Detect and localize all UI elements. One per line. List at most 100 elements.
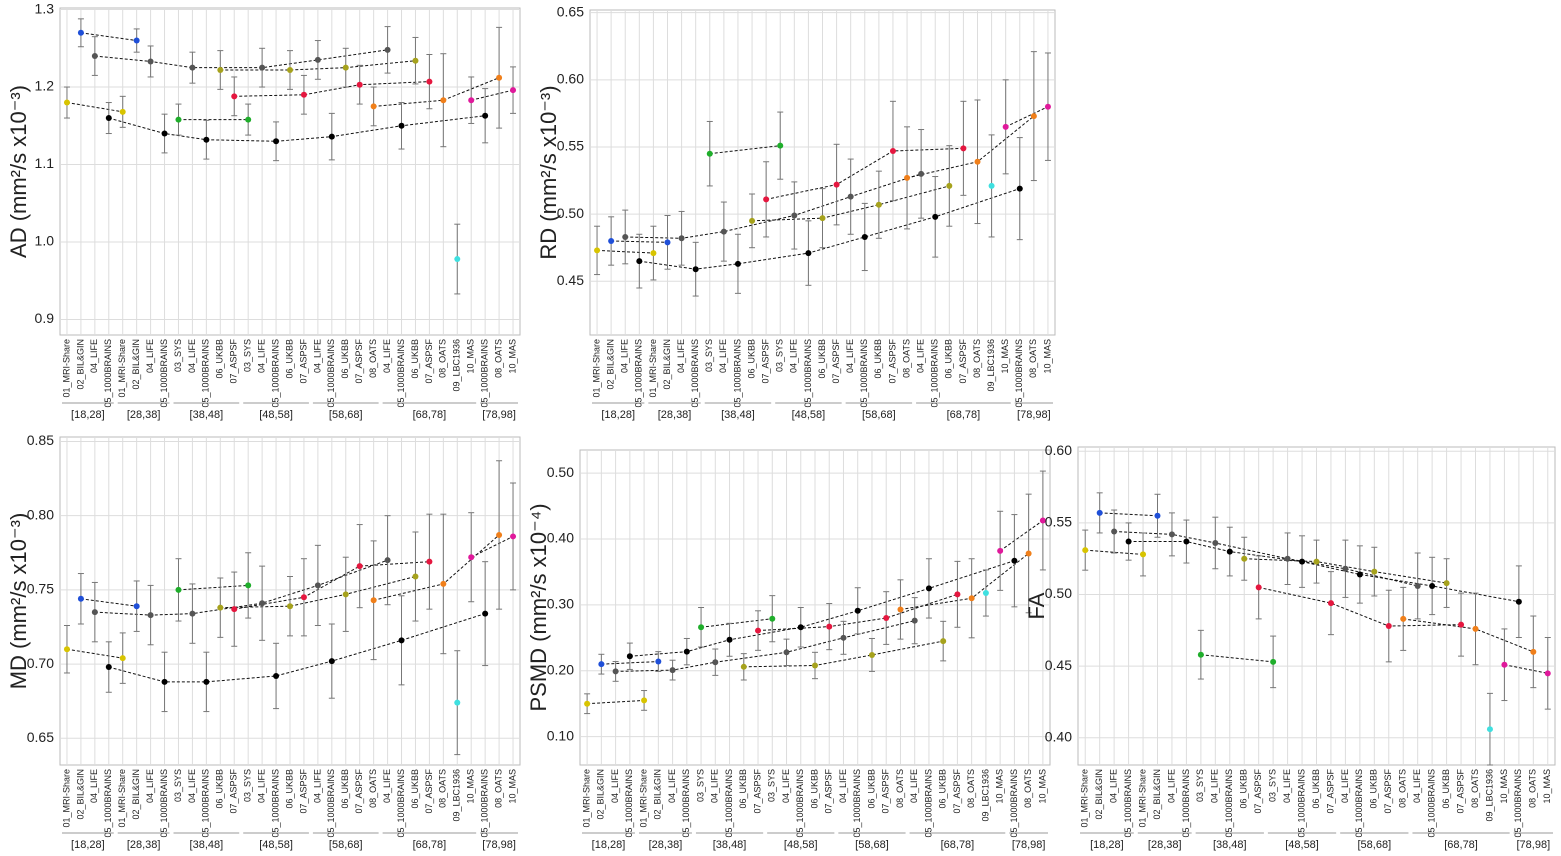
x-tick-label: 04_LIFE: [718, 339, 728, 373]
x-tick-label: 04_LIFE: [916, 339, 926, 373]
point: [1501, 661, 1508, 668]
point: [440, 97, 447, 104]
point: [63, 99, 70, 106]
x-tick-label: 03_SYS: [243, 339, 253, 372]
point: [1039, 517, 1046, 524]
cohort-line: [597, 249, 654, 254]
point: [763, 196, 770, 203]
x-tick-label: 03_SYS: [1195, 769, 1205, 802]
x-tick-label: 06_UKBB: [1369, 769, 1379, 809]
x-tick-label: 04_LIFE: [89, 769, 99, 803]
point: [650, 250, 657, 257]
x-tick-label: 08_OATS: [1028, 339, 1038, 378]
point: [669, 667, 676, 674]
point: [833, 181, 840, 188]
y-tick-label: 0.45: [1045, 657, 1072, 673]
x-tick-label: 07_ASPSF: [424, 769, 434, 814]
x-tick-label: 04_LIFE: [382, 339, 392, 373]
point: [189, 610, 196, 617]
x-tick-label: 06_UKBB: [746, 339, 756, 379]
point: [1241, 555, 1248, 562]
point: [683, 648, 690, 655]
group-label: [78,98]: [1017, 409, 1051, 421]
x-tick-label: 04_LIFE: [187, 339, 197, 373]
x-tick-label: 07_ASPSF: [752, 769, 762, 814]
x-tick-label: 05_1000BRAINS: [1009, 769, 1019, 838]
cohort-line: [601, 661, 659, 665]
x-tick-label: 08_OATS: [438, 769, 448, 808]
point: [968, 595, 975, 602]
point: [1486, 726, 1493, 733]
x-tick-label: 01_MRI-Share: [61, 769, 71, 828]
point: [954, 591, 961, 598]
x-tick-label: 04_LIFE: [789, 339, 799, 373]
group-label: [38,48]: [190, 409, 224, 421]
point: [946, 182, 953, 189]
y-tick-label: 0.70: [27, 655, 54, 671]
point: [1313, 558, 1320, 565]
y-tick-label: 0.65: [27, 729, 54, 745]
y-axis-title: AD (mm²/s x10⁻³): [6, 85, 31, 258]
point: [847, 193, 854, 200]
x-tick-label: 03_SYS: [775, 339, 785, 372]
point: [769, 615, 776, 622]
x-tick-label: 08_OATS: [901, 339, 911, 378]
point: [692, 266, 699, 273]
x-tick-label: 09_LBC1936: [452, 339, 462, 392]
cohort-line: [94, 559, 388, 616]
group-label: [28,38]: [658, 409, 692, 421]
cohort-line: [587, 699, 645, 705]
cohort-line: [1504, 664, 1548, 674]
y-tick-label: 0.40: [547, 530, 574, 546]
point: [1044, 103, 1051, 110]
point: [1530, 648, 1537, 655]
x-tick-label: 08_OATS: [493, 769, 503, 808]
cohort-line: [80, 32, 137, 42]
y-tick-label: 0.30: [547, 596, 574, 612]
x-tick-label: 05_1000BRAINS: [1427, 769, 1437, 838]
group-label: [78,98]: [1012, 839, 1046, 851]
x-tick-label: 06_UKBB: [866, 769, 876, 809]
x-tick-label: 03_SYS: [704, 339, 714, 372]
point: [1016, 185, 1023, 192]
x-tick-label: 06_UKBB: [340, 769, 350, 809]
x-tick-label: 07_ASPSF: [229, 339, 239, 384]
point: [328, 658, 335, 665]
point: [412, 57, 419, 64]
point: [259, 600, 266, 607]
x-tick-label: 05_1000BRAINS: [1224, 769, 1234, 838]
point: [1327, 600, 1334, 607]
y-tick-label: 1.3: [35, 0, 55, 16]
point: [1371, 568, 1378, 575]
x-tick-label: 05_1000BRAINS: [1123, 769, 1133, 838]
y-tick-label: 0.60: [1045, 442, 1072, 458]
point: [1429, 582, 1436, 589]
y-tick-label: 0.50: [1045, 585, 1072, 601]
point: [678, 235, 685, 242]
point: [63, 646, 70, 653]
point: [147, 58, 154, 65]
x-tick-label: 08_OATS: [438, 339, 448, 378]
x-tick-label: 07_ASPSF: [1455, 769, 1465, 814]
x-tick-label: 04_LIFE: [781, 769, 791, 803]
point: [454, 256, 461, 263]
point: [982, 590, 989, 597]
point: [356, 81, 363, 88]
x-tick-label: 05_1000BRAINS: [681, 769, 691, 838]
y-tick-label: 0.50: [547, 464, 574, 480]
y-tick-label: 0.10: [547, 727, 574, 743]
x-tick-label: 04_LIFE: [909, 769, 919, 803]
point: [175, 116, 182, 123]
point: [245, 116, 252, 123]
x-tick-label: 05_1000BRAINS: [724, 769, 734, 838]
x-tick-label: 01_MRI-Share: [1137, 769, 1147, 828]
point: [105, 115, 112, 122]
y-tick-label: 0.45: [557, 272, 584, 288]
x-tick-label: 09_LBC1936: [980, 769, 990, 822]
point: [273, 138, 280, 145]
x-tick-label: 04_LIFE: [145, 339, 155, 373]
x-tick-label: 06_UKBB: [817, 339, 827, 379]
cohort-line: [470, 535, 514, 558]
group-label: [78,98]: [1516, 839, 1550, 851]
x-tick-label: 06_UKBB: [284, 769, 294, 809]
